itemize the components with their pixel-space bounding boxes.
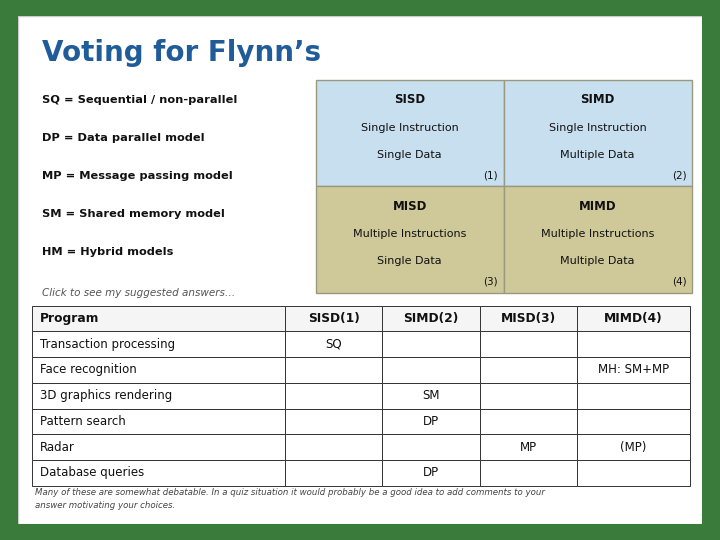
Bar: [32, 434, 285, 460]
Bar: [285, 331, 382, 357]
Text: DP = Data parallel model: DP = Data parallel model: [42, 133, 204, 143]
Text: Multiple Instructions: Multiple Instructions: [353, 230, 467, 239]
Bar: [382, 383, 480, 408]
Text: Radar: Radar: [40, 441, 75, 454]
Bar: [315, 80, 504, 186]
Bar: [285, 408, 382, 434]
Text: MIMD(4): MIMD(4): [604, 312, 662, 325]
Text: Voting for Flynn’s: Voting for Flynn’s: [42, 39, 321, 67]
Bar: [577, 306, 690, 331]
Text: Database queries: Database queries: [40, 467, 144, 480]
Text: SIMD: SIMD: [580, 93, 615, 106]
Bar: [32, 460, 285, 486]
Bar: [285, 460, 382, 486]
Text: Face recognition: Face recognition: [40, 363, 137, 376]
Text: Multiple Data: Multiple Data: [560, 256, 635, 266]
Text: Program: Program: [40, 312, 99, 325]
Bar: [32, 357, 285, 383]
Text: SM: SM: [423, 389, 440, 402]
Bar: [577, 460, 690, 486]
Bar: [577, 331, 690, 357]
Text: MH: SM+MP: MH: SM+MP: [598, 363, 669, 376]
Bar: [480, 408, 577, 434]
Bar: [480, 383, 577, 408]
Bar: [32, 331, 285, 357]
Text: DP: DP: [423, 467, 439, 480]
Text: Multiple Data: Multiple Data: [560, 150, 635, 160]
Bar: [285, 306, 382, 331]
Bar: [285, 434, 382, 460]
Text: SM = Shared memory model: SM = Shared memory model: [42, 209, 225, 219]
Bar: [480, 357, 577, 383]
Bar: [315, 186, 504, 293]
Text: (1): (1): [484, 170, 498, 180]
Text: Transaction processing: Transaction processing: [40, 338, 175, 350]
Bar: [577, 357, 690, 383]
Text: MP: MP: [520, 441, 537, 454]
Text: 3D graphics rendering: 3D graphics rendering: [40, 389, 172, 402]
Text: (3): (3): [484, 277, 498, 287]
Bar: [577, 383, 690, 408]
Bar: [382, 408, 480, 434]
Text: SQ = Sequential / non-parallel: SQ = Sequential / non-parallel: [42, 95, 238, 105]
Text: (4): (4): [672, 277, 686, 287]
Text: Single Data: Single Data: [377, 150, 442, 160]
Text: SQ: SQ: [325, 338, 342, 350]
Bar: [480, 460, 577, 486]
Bar: [382, 460, 480, 486]
Text: SISD: SISD: [394, 93, 425, 106]
Bar: [480, 434, 577, 460]
Text: DP: DP: [423, 415, 439, 428]
Bar: [504, 186, 692, 293]
Text: Pattern search: Pattern search: [40, 415, 125, 428]
Bar: [32, 383, 285, 408]
Bar: [577, 434, 690, 460]
Text: Click to see my suggested answers…: Click to see my suggested answers…: [42, 288, 235, 298]
Bar: [382, 434, 480, 460]
Bar: [32, 408, 285, 434]
Text: SIMD(2): SIMD(2): [403, 312, 459, 325]
Text: MISD(3): MISD(3): [501, 312, 556, 325]
Text: (MP): (MP): [620, 441, 647, 454]
Bar: [32, 306, 285, 331]
Text: SISD(1): SISD(1): [308, 312, 359, 325]
Bar: [382, 357, 480, 383]
Bar: [504, 80, 692, 186]
Bar: [382, 331, 480, 357]
Text: Single Instruction: Single Instruction: [549, 123, 647, 133]
Bar: [480, 331, 577, 357]
Bar: [382, 306, 480, 331]
Text: MP = Message passing model: MP = Message passing model: [42, 171, 233, 181]
Text: Single Data: Single Data: [377, 256, 442, 266]
Text: Multiple Instructions: Multiple Instructions: [541, 230, 654, 239]
Text: Many of these are somewhat debatable. In a quiz situation it would probably be a: Many of these are somewhat debatable. In…: [35, 488, 545, 510]
Bar: [577, 408, 690, 434]
Text: MISD: MISD: [392, 200, 427, 213]
Text: Single Instruction: Single Instruction: [361, 123, 459, 133]
Bar: [285, 383, 382, 408]
Text: (2): (2): [672, 170, 686, 180]
Text: HM = Hybrid models: HM = Hybrid models: [42, 247, 174, 257]
Bar: [285, 357, 382, 383]
Bar: [480, 306, 577, 331]
Text: MIMD: MIMD: [579, 200, 616, 213]
